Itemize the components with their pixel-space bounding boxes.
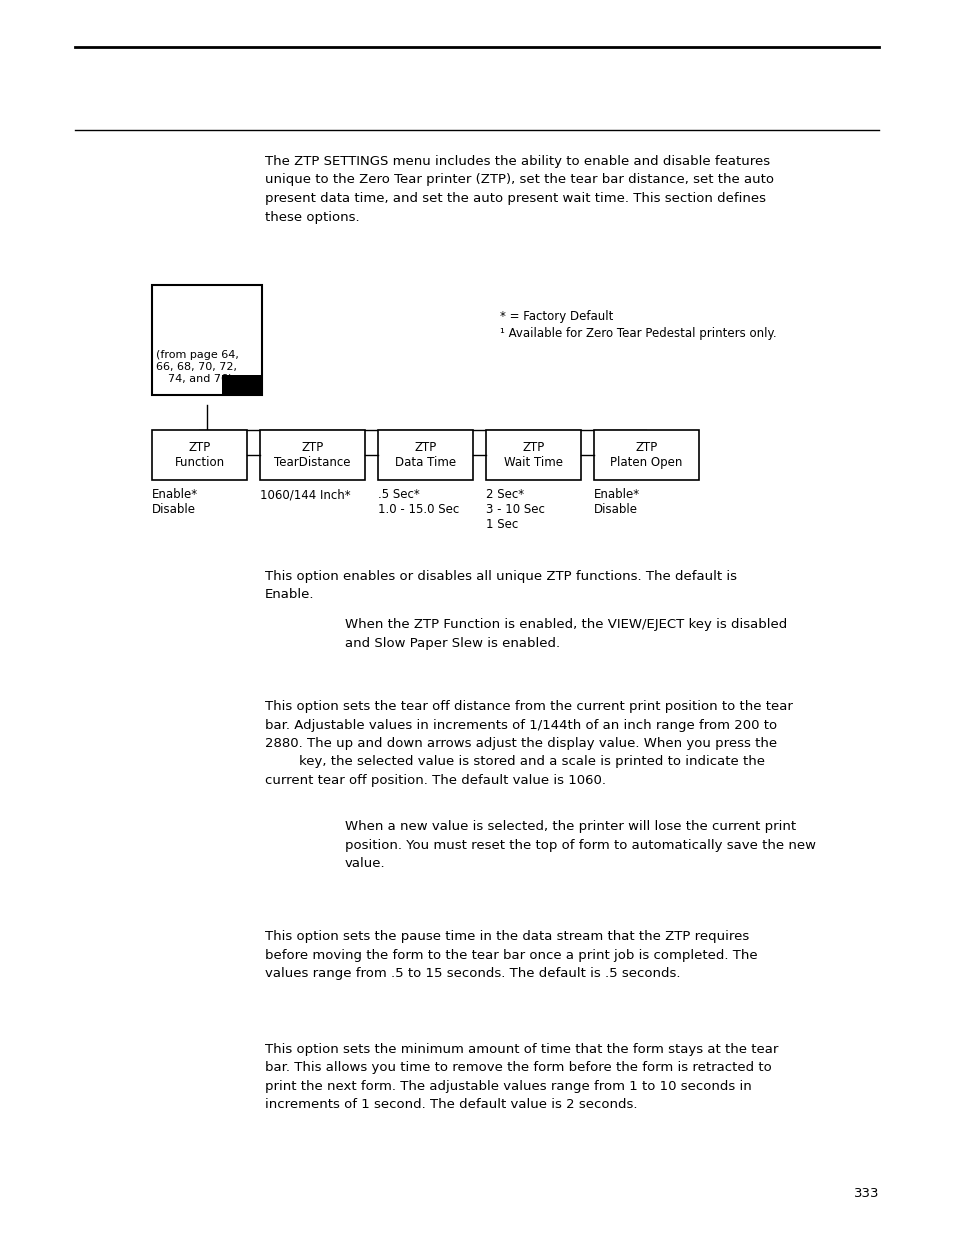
- Bar: [377, 430, 473, 480]
- Text: ¹ Available for Zero Tear Pedestal printers only.: ¹ Available for Zero Tear Pedestal print…: [499, 327, 776, 340]
- Bar: [222, 375, 262, 395]
- Text: 2 Sec*
3 - 10 Sec
1 Sec: 2 Sec* 3 - 10 Sec 1 Sec: [485, 488, 544, 531]
- Bar: [485, 430, 580, 480]
- Text: ZTP
Wait Time: ZTP Wait Time: [503, 441, 562, 469]
- Text: This option sets the pause time in the data stream that the ZTP requires
before : This option sets the pause time in the d…: [265, 930, 757, 981]
- Text: This option enables or disables all unique ZTP functions. The default is
Enable.: This option enables or disables all uniq…: [265, 571, 737, 601]
- Text: * = Factory Default: * = Factory Default: [499, 310, 613, 324]
- Text: .5 Sec*
1.0 - 15.0 Sec: .5 Sec* 1.0 - 15.0 Sec: [377, 488, 458, 516]
- Text: ZTP
Data Time: ZTP Data Time: [395, 441, 456, 469]
- Text: ZTP
TearDistance: ZTP TearDistance: [274, 441, 351, 469]
- Text: ZTP
Function: ZTP Function: [174, 441, 224, 469]
- Text: Enable*
Disable: Enable* Disable: [152, 488, 198, 516]
- Text: This option sets the tear off distance from the current print position to the te: This option sets the tear off distance f…: [265, 700, 792, 787]
- Text: This option sets the minimum amount of time that the form stays at the tear
bar.: This option sets the minimum amount of t…: [265, 1044, 778, 1112]
- Text: Enable*
Disable: Enable* Disable: [594, 488, 639, 516]
- Bar: [152, 285, 262, 395]
- Text: The ZTP SETTINGS menu includes the ability to enable and disable features
unique: The ZTP SETTINGS menu includes the abili…: [265, 156, 773, 224]
- Text: 333: 333: [853, 1187, 878, 1200]
- Text: 1060/144 Inch*: 1060/144 Inch*: [260, 488, 351, 501]
- Text: (from page 64,
66, 68, 70, 72,
  74, and 76): (from page 64, 66, 68, 70, 72, 74, and 7…: [155, 350, 238, 383]
- Text: When a new value is selected, the printer will lose the current print
position. : When a new value is selected, the printe…: [345, 820, 815, 869]
- Bar: [594, 430, 699, 480]
- Bar: [260, 430, 365, 480]
- Bar: [152, 430, 247, 480]
- Text: When the ZTP Function is enabled, the VIEW/EJECT key is disabled
and Slow Paper : When the ZTP Function is enabled, the VI…: [345, 618, 786, 650]
- Text: ZTP
Platen Open: ZTP Platen Open: [610, 441, 682, 469]
